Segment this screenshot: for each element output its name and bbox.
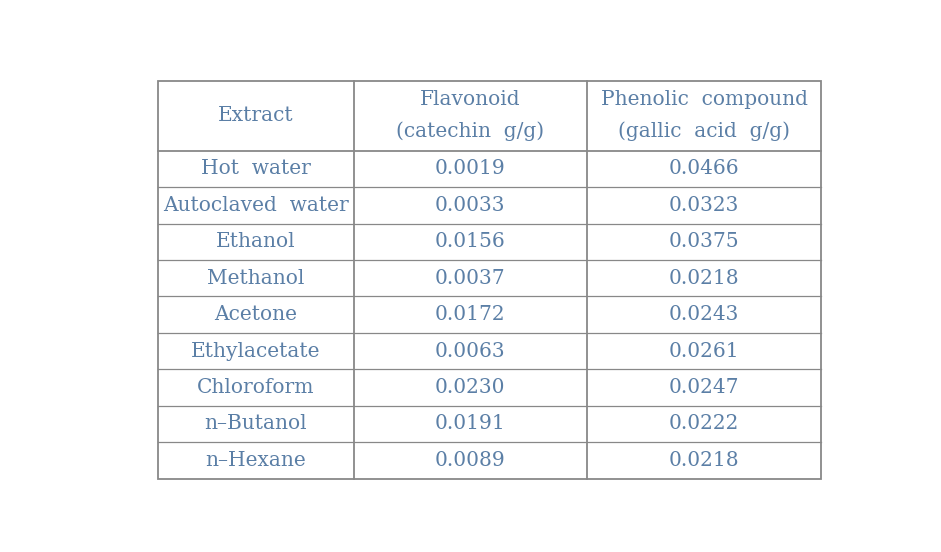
Text: 0.0089: 0.0089 xyxy=(435,451,505,470)
Text: Chloroform: Chloroform xyxy=(197,378,314,397)
Text: 0.0323: 0.0323 xyxy=(669,196,740,215)
Text: 0.0172: 0.0172 xyxy=(435,305,505,324)
Text: 0.0222: 0.0222 xyxy=(669,415,740,433)
Text: 0.0033: 0.0033 xyxy=(435,196,505,215)
Text: 0.0191: 0.0191 xyxy=(435,415,505,433)
Text: 0.0156: 0.0156 xyxy=(435,232,505,251)
Text: 0.0218: 0.0218 xyxy=(669,451,740,470)
Text: 0.0037: 0.0037 xyxy=(435,269,505,288)
Text: Phenolic  compound
(gallic  acid  g/g): Phenolic compound (gallic acid g/g) xyxy=(600,91,807,141)
Text: 0.0230: 0.0230 xyxy=(435,378,505,397)
Text: n–Hexane: n–Hexane xyxy=(205,451,306,470)
Text: Extract: Extract xyxy=(217,107,294,125)
Text: Ethanol: Ethanol xyxy=(215,232,295,251)
Text: Acetone: Acetone xyxy=(215,305,297,324)
Text: n–Butanol: n–Butanol xyxy=(204,415,307,433)
Text: 0.0375: 0.0375 xyxy=(669,232,740,251)
Text: Ethylacetate: Ethylacetate xyxy=(191,342,320,360)
Text: 0.0466: 0.0466 xyxy=(669,160,740,178)
Text: 0.0261: 0.0261 xyxy=(669,342,740,360)
Text: 0.0218: 0.0218 xyxy=(669,269,740,288)
Text: 0.0247: 0.0247 xyxy=(669,378,740,397)
Text: Methanol: Methanol xyxy=(207,269,304,288)
Text: Flavonoid
(catechin  g/g): Flavonoid (catechin g/g) xyxy=(396,91,545,141)
Text: Autoclaved  water: Autoclaved water xyxy=(163,196,348,215)
Text: 0.0019: 0.0019 xyxy=(435,160,505,178)
Text: 0.0063: 0.0063 xyxy=(435,342,505,360)
Text: 0.0243: 0.0243 xyxy=(669,305,740,324)
Text: Hot  water: Hot water xyxy=(200,160,311,178)
